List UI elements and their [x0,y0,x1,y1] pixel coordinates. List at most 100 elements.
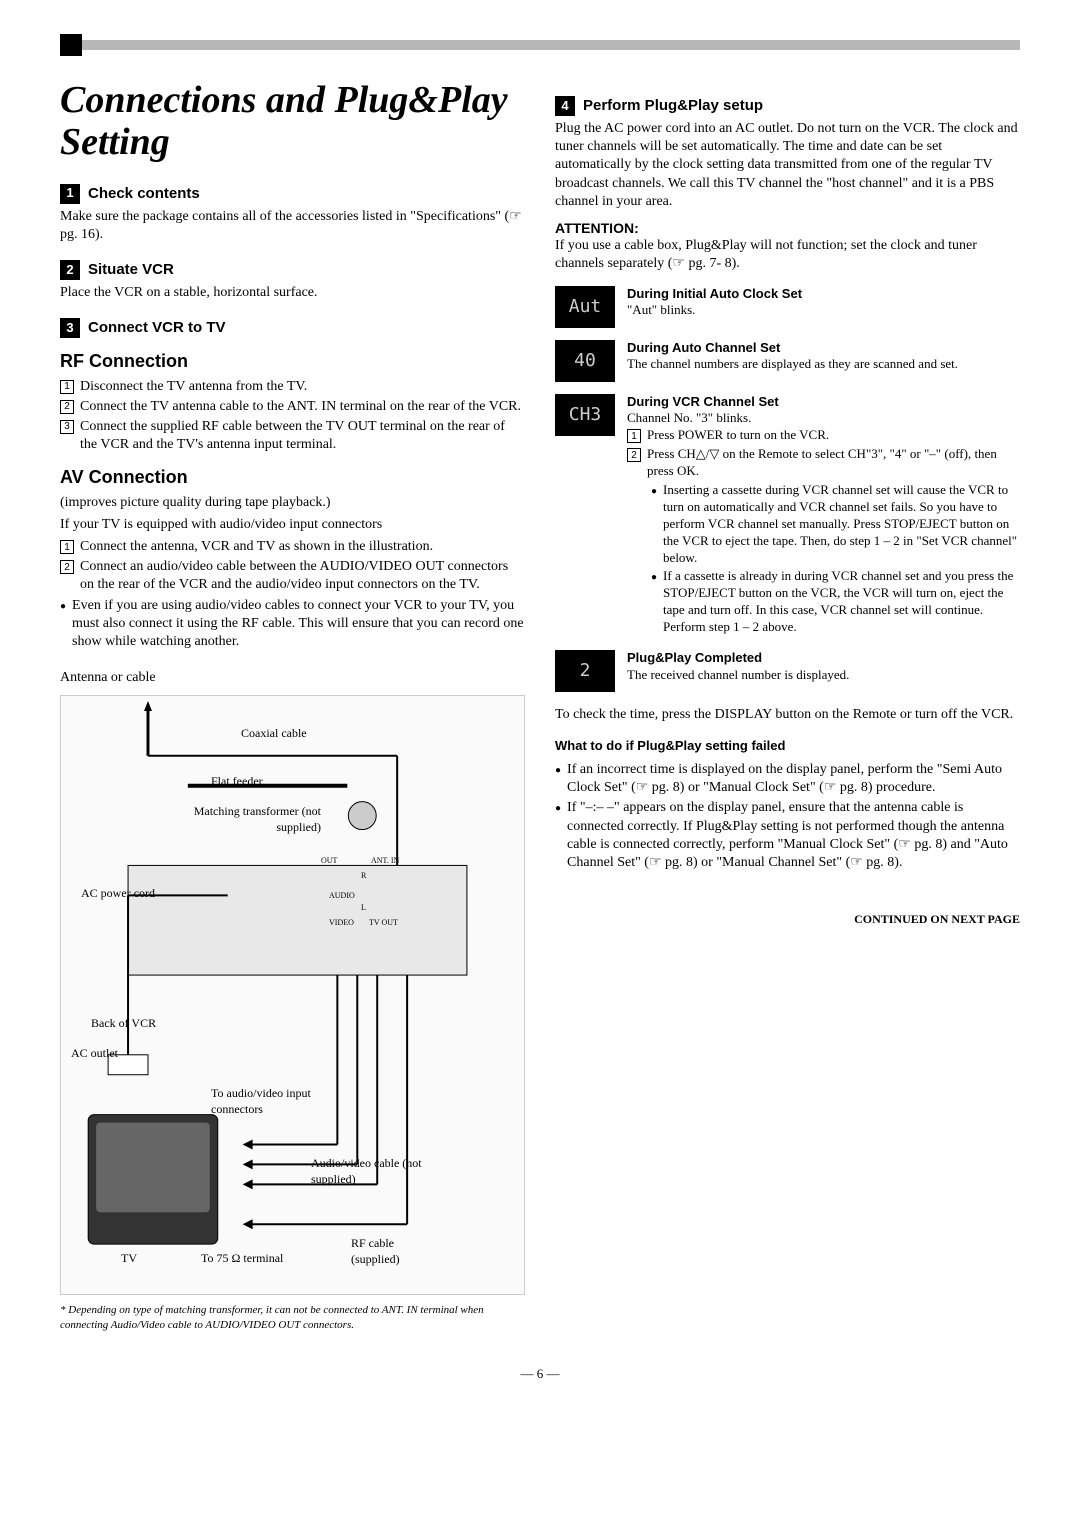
failed-bullet-2: If "–:– –" appears on the display panel,… [567,799,1020,872]
status-title: During Initial Auto Clock Set [627,286,1020,303]
display-2-icon: 2 [555,650,615,692]
num-3-icon: 3 [60,318,80,338]
status-auto-channel: 40 During Auto Channel Set The channel n… [555,340,1020,382]
status-vcr-channel: CH3 During VCR Channel Set Channel No. "… [555,394,1020,638]
list-item: 1 Disconnect the TV antenna from the TV. [60,378,525,396]
step-1-icon: 1 [60,380,74,394]
status-title: Plug&Play Completed [627,650,1020,667]
rf-connection-list: 1Disconnect the TV antenna from the TV. … [60,378,525,455]
page-number: — 6 — [60,1366,1020,1383]
list-item: If "–:– –" appears on the display panel,… [555,799,1020,872]
step-2-icon: 2 [60,400,74,414]
av-step-2: Connect an audio/video cable between the… [80,558,525,594]
vcr-channel-steps: 1Press POWER to turn on the VCR. 2 Press … [627,427,1020,480]
failed-title: What to do if Plug&Play setting failed [555,738,1020,755]
vcr-bullet-2: If a cassette is already in during VCR c… [663,568,1020,636]
header-bar [60,40,1020,50]
status-title: During VCR Channel Set [627,394,1020,411]
label-coaxial: Coaxial cable [241,726,307,742]
label-av-cable: Audio/video cable (not supplied) [311,1156,441,1187]
section-3-heading: 3 Connect VCR to TV [60,318,525,338]
av-step-1: Connect the antenna, VCR and TV as shown… [80,538,433,556]
label-ac-outlet: AC outlet [71,1046,118,1062]
diagram-footnote: * Depending on type of matching transfor… [60,1303,525,1332]
status-title: During Auto Channel Set [627,340,1020,357]
av-intro-2: If your TV is equipped with audio/video … [60,516,525,534]
label-av-input: To audio/video input connectors [211,1086,331,1117]
list-item: 2 Connect an audio/video cable between th… [60,558,525,594]
label-tv: TV [121,1251,137,1267]
list-item: 2 Press CH△/▽ on the Remote to select CH"… [627,446,1020,480]
content-columns: Connections and Plug&Play Setting 1 Chec… [60,80,1020,1336]
av-connection-list: 1 Connect the antenna, VCR and TV as show… [60,538,525,595]
label-ohm: To 75 Ω terminal [201,1251,283,1267]
step-1-icon: 1 [60,540,74,554]
status-body: The channel numbers are displayed as the… [627,356,1020,373]
step-2-icon: 2 [60,560,74,574]
section-1-body: Make sure the package contains all of th… [60,208,525,244]
connection-diagram: Coaxial cable Flat feeder Matching trans… [60,695,525,1295]
section-1-title: Check contents [88,184,200,204]
section-2-title: Situate VCR [88,260,174,280]
num-2-icon: 2 [60,260,80,280]
diagram-caption: Antenna or cable [60,669,525,687]
failed-bullet-1: If an incorrect time is displayed on the… [567,761,1020,797]
status-body: Channel No. "3" blinks. [627,410,1020,427]
num-4-icon: 4 [555,96,575,116]
vcr-step-1: Press POWER to turn on the VCR. [647,427,829,444]
list-item: If a cassette is already in during VCR c… [651,568,1020,636]
diagram-svg [61,696,524,1294]
list-item: 1 Connect the antenna, VCR and TV as show… [60,538,525,556]
list-item: Even if you are using audio/video cables… [60,597,525,652]
list-item: Inserting a cassette during VCR channel … [651,482,1020,566]
label-ant-in: ANT. IN [371,856,399,866]
num-1-icon: 1 [60,184,80,204]
rf-connection-title: RF Connection [60,350,525,373]
check-time-text: To check the time, press the DISPLAY but… [555,706,1020,724]
section-1-heading: 1 Check contents [60,184,525,204]
list-item: 1Press POWER to turn on the VCR. [627,427,1020,444]
av-intro-1: (improves picture quality during tape pl… [60,494,525,512]
display-aut-icon: Aut [555,286,615,328]
label-out: OUT [321,856,337,866]
label-tv-out: TV OUT [369,918,398,928]
label-r: R [361,871,366,881]
label-l: L [361,903,366,913]
label-transformer: Matching transformer (not supplied) [181,804,321,835]
status-body: "Aut" blinks. [627,302,1020,319]
list-item: If an incorrect time is displayed on the… [555,761,1020,797]
av-connection-title: AV Connection [60,466,525,489]
status-completed: 2 Plug&Play Completed The received chann… [555,650,1020,692]
label-audio: AUDIO [329,891,355,901]
continued-text: CONTINUED ON NEXT PAGE [555,912,1020,928]
list-item: 2 Connect the TV antenna cable to the ANT… [60,398,525,416]
rf-step-2: Connect the TV antenna cable to the ANT.… [80,398,521,416]
display-ch3-icon: CH3 [555,394,615,436]
section-2-body: Place the VCR on a stable, horizontal su… [60,284,525,302]
section-4-heading: 4 Perform Plug&Play setup [555,96,1020,116]
failed-bullets: If an incorrect time is displayed on the… [555,761,1020,872]
left-column: Connections and Plug&Play Setting 1 Chec… [60,80,525,1336]
status-body: The received channel number is displayed… [627,667,1020,684]
label-rf-cable: RF cable (supplied) [351,1236,431,1267]
list-item: 3 Connect the supplied RF cable between t… [60,418,525,454]
label-flat-feeder: Flat feeder [211,774,263,790]
section-4-body: Plug the AC power cord into an AC outlet… [555,120,1020,211]
vcr-bullet-1: Inserting a cassette during VCR channel … [663,482,1020,566]
section-2-heading: 2 Situate VCR [60,260,525,280]
av-note-list: Even if you are using audio/video cables… [60,597,525,652]
section-3-title: Connect VCR to TV [88,318,226,338]
label-back-vcr: Back of VCR [91,1016,156,1032]
av-note: Even if you are using audio/video cables… [72,597,525,652]
section-4-title: Perform Plug&Play setup [583,96,763,116]
page-title: Connections and Plug&Play Setting [60,80,525,164]
step-2-icon: 2 [627,448,641,462]
vcr-step-2: Press CH△/▽ on the Remote to select CH"3… [647,446,1020,480]
rf-step-1: Disconnect the TV antenna from the TV. [80,378,307,396]
status-initial-clock: Aut During Initial Auto Clock Set "Aut" … [555,286,1020,328]
step-3-icon: 3 [60,420,74,434]
rf-step-3: Connect the supplied RF cable between th… [80,418,525,454]
display-40-icon: 40 [555,340,615,382]
vcr-channel-bullets: Inserting a cassette during VCR channel … [627,482,1020,636]
attention-label: ATTENTION: [555,219,1020,237]
